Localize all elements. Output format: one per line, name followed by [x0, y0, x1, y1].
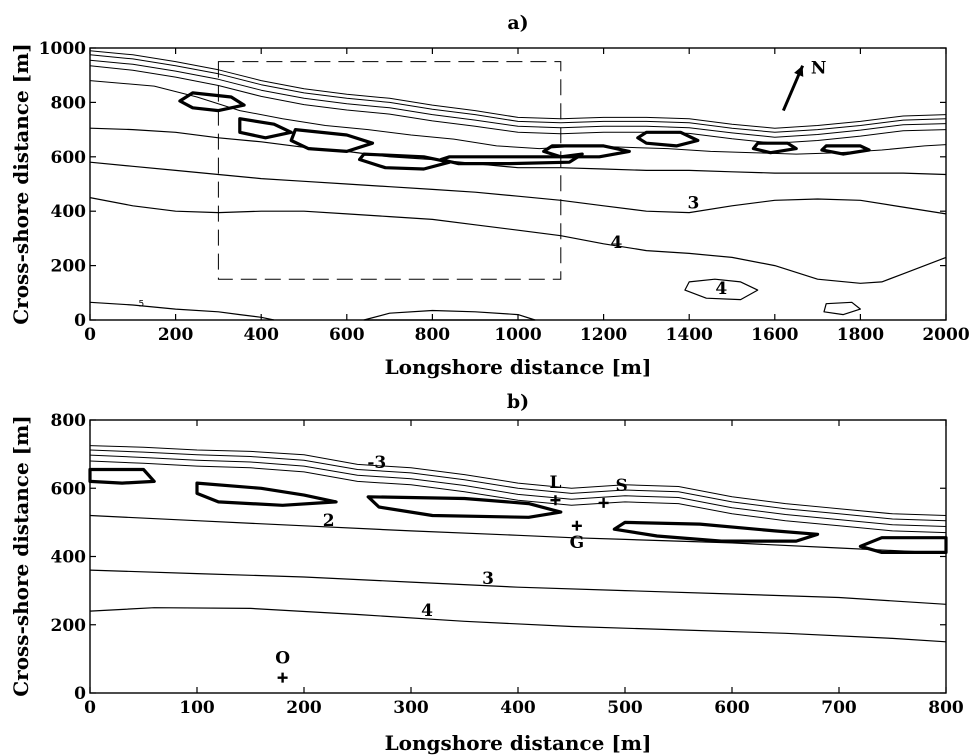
panel-a-y-tick-label-1000: 1000 [39, 39, 86, 59]
panel-b-y-ticks: 0 200 400 600 800 [51, 411, 946, 704]
panel-a-contour-8 [89, 197, 947, 284]
panel-b-x-tick-label-700: 700 [821, 698, 857, 718]
panel-b-marker-label-l: L [549, 473, 561, 493]
panel-a-bold-contour-9 [820, 144, 871, 156]
panel-a-contour-4 [89, 65, 947, 144]
panel-a-x-tick-label-800: 800 [415, 325, 451, 345]
panel-b-x-tick-label-500: 500 [607, 698, 643, 718]
panel-b-marker-label-s: S [615, 476, 627, 496]
panel-b-y-tick-label-0: 0 [74, 684, 86, 704]
panel-a-x-tick-label-1600: 1600 [751, 325, 798, 345]
panel-a-contour-label-4: 5 [138, 299, 144, 309]
panel-b-x-tick-label-200: 200 [286, 698, 322, 718]
panel-a-contour-5 [89, 80, 947, 155]
panel-a-bold-contour-5 [439, 152, 584, 166]
panel-b-marker-label-g: G [570, 533, 585, 553]
panel-a-contour-2 [89, 54, 947, 133]
panel-a-y-tick-label-800: 800 [51, 93, 87, 113]
panel-b-bold-contour-5 [858, 536, 948, 554]
panel-a-bold-contour-1 [178, 91, 246, 113]
panel-a-x-tick-label-600: 600 [329, 325, 365, 345]
panel-b-y-axis-title: Cross-shore distance [m] [9, 415, 33, 697]
panel-a-north-arrow-label: N [811, 59, 827, 79]
panel-b-bold-contour-1 [88, 467, 156, 485]
panel-a-x-ticks: 0 200 400 600 800 1000 1200 1400 1600 1800 2000 [84, 48, 970, 345]
panel-a-x-tick-label-2000: 2000 [922, 325, 969, 345]
panel-b-contour-label-1: -3 [367, 453, 386, 473]
panel-b-marker-o [277, 672, 288, 683]
panel-b-x-ticks: 0 100 200 300 400 500 600 700 800 [84, 420, 964, 718]
panel-a-bold-contour-7 [636, 130, 700, 148]
panel-a-north-arrow-head [794, 65, 804, 77]
panel-b-contour-label-3: 3 [482, 569, 494, 589]
panel-b-x-axis-title: Longshore distance [m] [385, 731, 652, 755]
panel-b-x-tick-label-300: 300 [393, 698, 429, 718]
panel-b-x-tick-label-400: 400 [500, 698, 536, 718]
panel-a-bold-contour-6 [542, 144, 631, 159]
panel-b-x-tick-label-600: 600 [714, 698, 750, 718]
panel-a-x-tick-label-1800: 1800 [837, 325, 884, 345]
panel-b-contour-5 [89, 514, 947, 554]
panel-a-bold-contour-2 [238, 117, 293, 140]
panel-b-bold-contour-4 [612, 520, 820, 543]
panel-a-closed-contour-2 [823, 301, 861, 316]
panel-b-y-tick-label-600: 600 [51, 479, 87, 499]
panel-b-x-tick-label-0: 0 [84, 698, 96, 718]
panel-a-bold-contour-4 [358, 152, 452, 171]
panel-a-contour-1 [89, 50, 947, 129]
panel-a-y-axis-title: Cross-shore distance [m] [9, 43, 33, 325]
panel-b-contour-3 [89, 454, 947, 527]
panel-a-y-tick-label-400: 400 [51, 202, 87, 222]
panel-b-marker-g [571, 520, 582, 531]
panel-b-contour-2 [89, 449, 947, 522]
panel-b-marker-label-o: O [275, 649, 290, 669]
panel-a-bold-contour-3 [289, 128, 375, 153]
panel-b-bold-contour-3 [366, 495, 563, 519]
panel-b-bold-contour-2 [195, 481, 338, 507]
panel-a-label: a) [507, 12, 528, 34]
panel-a-y-tick-label-0: 0 [74, 311, 86, 331]
panel-a-contour-3 [89, 59, 947, 138]
panel-b-y-tick-label-400: 400 [51, 548, 87, 568]
panel-a-x-tick-label-200: 200 [158, 325, 194, 345]
panel-b-x-tick-label-800: 800 [928, 698, 964, 718]
panel-b-y-tick-label-200: 200 [51, 616, 87, 636]
panel-a-y-tick-label-600: 600 [51, 148, 87, 168]
panel-a-contour-label-2: 4 [611, 233, 623, 253]
panel-b-y-tick-label-800: 800 [51, 411, 87, 431]
panel-b-x-tick-label-100: 100 [179, 698, 215, 718]
panel-a-contour-6 [89, 127, 947, 176]
panel-b-contour-1 [89, 445, 947, 516]
panel-a-closed-contour-3 [363, 309, 536, 321]
panel-a-bold-contour-8 [751, 141, 798, 155]
panel-a-contour-label-3: 4 [715, 279, 727, 299]
panel-a-plot-area: 3 4 4 5 N [89, 50, 947, 321]
panel-a-dashed-region-box [217, 61, 562, 280]
panel-a-contour-7 [89, 161, 947, 215]
panel-a-x-tick-label-0: 0 [84, 325, 96, 345]
panel-b-marker-l [550, 495, 561, 506]
panel-a-contour-label-1: 3 [688, 193, 700, 213]
panel-a-contour-9 [89, 301, 275, 321]
panel-a-x-tick-label-1000: 1000 [494, 325, 541, 345]
panel-a: a) 3 4 4 5 N 0 200 400 600 800 1000 1200 1400 1600 18… [9, 12, 970, 379]
panel-b: b) -3 2 3 4 L S G O 0 100 200 300 400 500 600 700 800 0… [9, 391, 964, 755]
panel-a-x-tick-label-1200: 1200 [580, 325, 627, 345]
panel-a-y-tick-label-200: 200 [51, 257, 87, 277]
panel-b-contour-4 [89, 460, 947, 534]
panel-a-x-tick-label-1400: 1400 [666, 325, 713, 345]
panel-a-y-ticks: 0 200 400 600 800 1000 [39, 39, 946, 331]
panel-b-label: b) [507, 391, 529, 413]
panel-b-contour-label-2: 2 [323, 511, 335, 531]
panel-b-plot-area: -3 2 3 4 L S G O [88, 445, 948, 683]
panel-b-contour-label-4: 4 [421, 601, 433, 621]
panel-a-x-axis-title: Longshore distance [m] [385, 355, 652, 379]
panel-b-marker-s [598, 497, 609, 508]
panel-b-contour-7 [89, 607, 947, 643]
panel-a-x-tick-label-400: 400 [243, 325, 279, 345]
panel-b-contour-6 [89, 569, 947, 605]
panel-a-closed-contour-1 [684, 278, 759, 301]
